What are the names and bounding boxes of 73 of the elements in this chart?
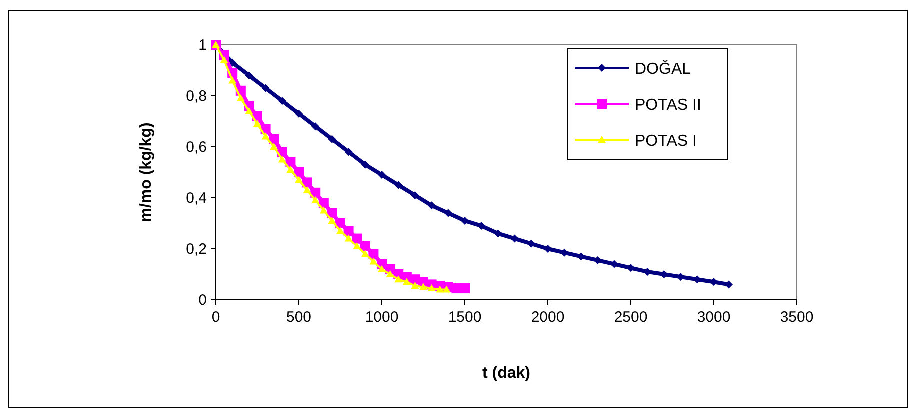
point — [270, 143, 278, 150]
point — [442, 286, 451, 293]
point — [236, 94, 245, 102]
point — [527, 240, 536, 248]
x-tick-label: 500 — [286, 309, 312, 326]
point — [286, 166, 295, 173]
point — [344, 148, 353, 156]
x-tick-label: 2000 — [531, 309, 565, 326]
x-tick-label: 3000 — [697, 309, 731, 326]
y-tick-label: 0,4 — [186, 190, 207, 207]
point — [328, 135, 336, 144]
point — [245, 107, 254, 114]
x-tick-label: 1000 — [365, 309, 399, 326]
point — [228, 76, 237, 84]
point — [295, 176, 303, 184]
x-tick-label: 0 — [212, 309, 220, 326]
point — [544, 245, 552, 253]
point — [303, 186, 312, 194]
point — [378, 171, 386, 180]
x-tick-label: 2500 — [614, 309, 648, 326]
y-axis-title: m/mo (kg/kg) — [138, 122, 155, 222]
point — [394, 276, 403, 283]
point — [245, 72, 254, 80]
point — [344, 226, 354, 236]
legend-label: DOĞAL — [635, 60, 692, 78]
y-tick-label: 1 — [198, 37, 207, 54]
point — [627, 264, 635, 272]
point — [428, 202, 436, 210]
legend-label: POTAS I — [635, 133, 697, 150]
point — [478, 222, 486, 230]
point — [312, 196, 320, 204]
point — [378, 265, 386, 272]
point — [361, 160, 370, 169]
x-tick-label: 3500 — [780, 309, 814, 326]
point — [328, 216, 336, 224]
point — [312, 122, 320, 131]
point — [318, 198, 329, 208]
y-tick-label: 0,2 — [186, 241, 207, 258]
point — [411, 191, 420, 200]
point — [320, 206, 328, 214]
point — [402, 278, 411, 286]
legend-label: POTAS II — [635, 97, 702, 114]
point — [386, 270, 394, 278]
y-tick-label: 0,6 — [186, 139, 207, 156]
point — [368, 249, 379, 260]
point — [420, 283, 428, 290]
point — [353, 242, 362, 250]
point — [444, 209, 452, 218]
point — [262, 132, 270, 140]
point — [594, 256, 602, 264]
point — [220, 56, 228, 64]
point — [370, 258, 378, 265]
point — [461, 216, 469, 225]
point — [428, 284, 436, 292]
point — [254, 120, 262, 128]
point — [361, 250, 370, 258]
point — [510, 234, 519, 243]
point — [436, 286, 444, 293]
point — [344, 234, 353, 242]
point — [262, 84, 270, 92]
point — [294, 168, 304, 178]
point — [460, 284, 470, 294]
point — [278, 156, 286, 163]
x-axis-title: t (dak) — [482, 365, 530, 382]
point — [278, 97, 286, 106]
point — [302, 178, 312, 188]
point — [394, 181, 403, 190]
point — [295, 110, 303, 118]
point — [411, 282, 420, 289]
x-tick-label: 1500 — [448, 309, 482, 326]
y-tick-label: 0 — [198, 292, 207, 309]
point — [336, 227, 344, 234]
y-tick-label: 0,8 — [186, 88, 207, 105]
